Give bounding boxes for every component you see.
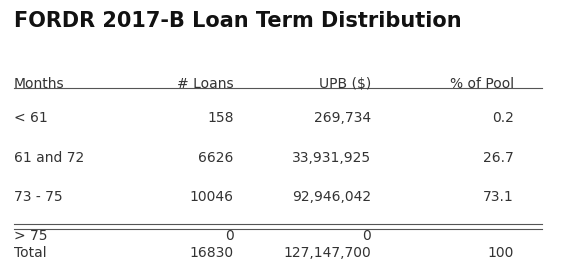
Text: Months: Months xyxy=(14,78,64,91)
Text: 127,147,700: 127,147,700 xyxy=(283,246,371,260)
Text: > 75: > 75 xyxy=(14,229,47,243)
Text: < 61: < 61 xyxy=(14,111,47,125)
Text: 6626: 6626 xyxy=(198,151,234,165)
Text: 0.2: 0.2 xyxy=(492,111,514,125)
Text: 0: 0 xyxy=(363,229,371,243)
Text: 16830: 16830 xyxy=(190,246,234,260)
Text: 33,931,925: 33,931,925 xyxy=(292,151,371,165)
Text: FORDR 2017-B Loan Term Distribution: FORDR 2017-B Loan Term Distribution xyxy=(14,11,461,31)
Text: Total: Total xyxy=(14,246,46,260)
Text: 73 - 75: 73 - 75 xyxy=(14,190,62,204)
Text: 26.7: 26.7 xyxy=(483,151,514,165)
Text: UPB ($): UPB ($) xyxy=(319,78,371,91)
Text: 100: 100 xyxy=(488,246,514,260)
Text: 92,946,042: 92,946,042 xyxy=(292,190,371,204)
Text: 73.1: 73.1 xyxy=(483,190,514,204)
Text: # Loans: # Loans xyxy=(177,78,234,91)
Text: 269,734: 269,734 xyxy=(314,111,371,125)
Text: 158: 158 xyxy=(207,111,234,125)
Text: 10046: 10046 xyxy=(190,190,234,204)
Text: 61 and 72: 61 and 72 xyxy=(14,151,84,165)
Text: % of Pool: % of Pool xyxy=(450,78,514,91)
Text: 0: 0 xyxy=(225,229,234,243)
